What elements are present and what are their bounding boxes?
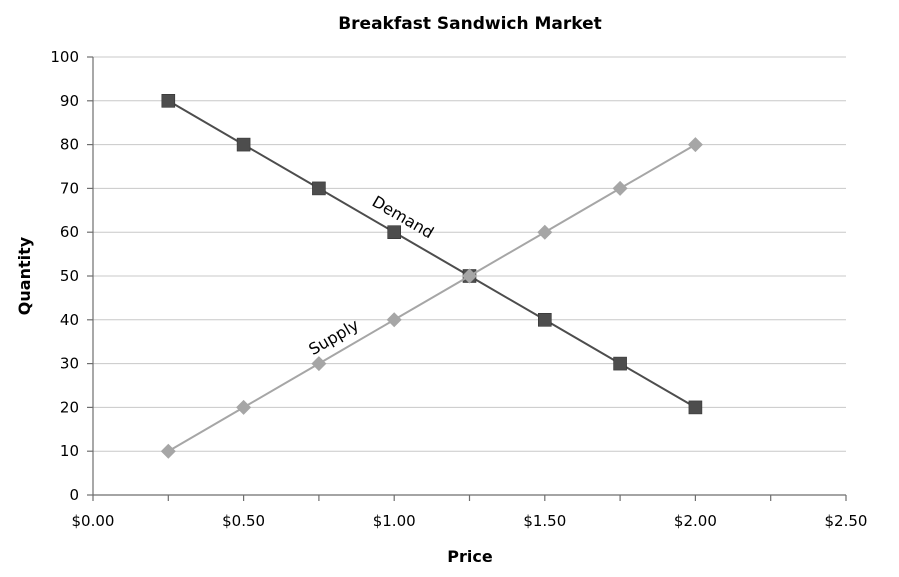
y-axis-title: Quantity: [15, 236, 34, 315]
y-tick-label: 50: [60, 267, 79, 285]
supply-point: [537, 224, 553, 240]
demand-point: [688, 400, 703, 415]
series-supply: [160, 137, 703, 459]
y-tick-label: 70: [60, 179, 79, 197]
supply-point: [160, 443, 176, 459]
series-layer: [160, 94, 703, 459]
x-tick-label: $0.50: [222, 512, 265, 530]
y-tick-label: 80: [60, 136, 79, 154]
supply-point: [311, 356, 327, 372]
supply-point: [386, 312, 402, 328]
supply-point: [687, 137, 703, 153]
demand-line: [167, 99, 696, 409]
y-tick-label: 10: [60, 442, 79, 460]
y-tick-label: 100: [50, 48, 79, 66]
y-tick-label: 40: [60, 311, 79, 329]
x-tick-label: $1.50: [523, 512, 566, 530]
demand-point: [387, 225, 402, 239]
y-tick-label: 30: [60, 355, 79, 373]
gridlines: [93, 56, 846, 452]
demand-point: [236, 137, 251, 152]
x-axis-title: Price: [447, 547, 493, 566]
demand-point: [161, 94, 176, 108]
y-tick-label: 20: [60, 398, 79, 416]
supply-point: [462, 268, 477, 284]
x-tick-label: $0.00: [72, 512, 115, 530]
supply-line: [167, 143, 696, 453]
supply-point: [236, 399, 252, 415]
axes: 0 10 20 30 40 50 60 70 80 90 100 $0.00 $0.50 $1.00 $1.…: [50, 48, 867, 530]
supply-point: [612, 180, 628, 196]
demand-point: [537, 312, 552, 327]
demand-point: [613, 356, 627, 371]
demand-point: [312, 181, 326, 196]
x-tick-label: $2.00: [674, 512, 717, 530]
y-tick-label: 90: [60, 92, 79, 110]
x-tick-label: $1.00: [373, 512, 416, 530]
y-tick-label: 60: [60, 223, 79, 241]
supply-label: Supply: [305, 315, 362, 359]
chart-title: Breakfast Sandwich Market: [338, 14, 602, 34]
x-tick-label: $2.50: [825, 512, 868, 530]
y-tick-label: 0: [69, 486, 79, 504]
series-demand: [161, 94, 703, 415]
demand-label: Demand: [369, 192, 437, 243]
